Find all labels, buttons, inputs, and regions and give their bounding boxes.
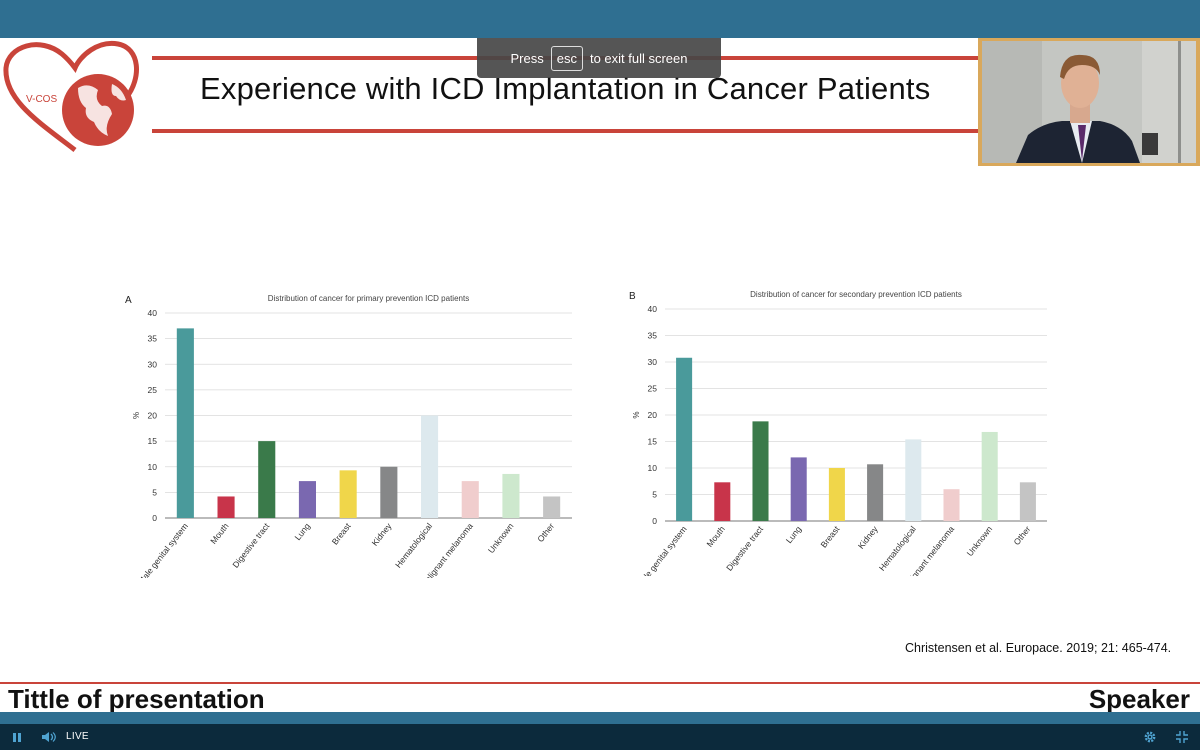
y-tick-label: 40 [148,308,158,318]
speaker-video[interactable] [978,38,1200,166]
bar-kidney [867,464,884,521]
bar-other [1019,482,1036,521]
progress-strip [0,712,1200,724]
bar-unknown [981,431,998,521]
volume-button[interactable] [38,724,60,750]
x-tick-label: Hematological [393,521,434,570]
x-tick-label: Breast [818,524,841,550]
live-label: LIVE [66,731,89,742]
y-tick-label: 15 [648,437,658,447]
y-tick-label: 5 [652,490,657,500]
chart-primary-prevention: A Distribution of cancer for primary prev… [125,294,572,578]
bar-male-genital-system [676,357,693,521]
exit-fullscreen-icon [1176,731,1188,743]
v-cos-logo: V-COS [3,40,139,152]
x-tick-label: Unknown [486,521,516,555]
bar-other [543,496,561,518]
bar-hematological [905,439,922,521]
bar-hematological [421,415,439,518]
bar-lung [298,481,316,518]
speaker-silhouette [982,41,1196,163]
y-tick-label: 40 [648,304,658,314]
x-tick-label: Hematological [877,524,918,573]
bar-male-genital-system [176,328,194,518]
x-tick-label: Breast [330,521,353,547]
y-tick-label: 30 [148,359,158,369]
x-tick-label: Male genital system [136,521,190,578]
x-tick-label: Digestive tract [230,521,271,570]
y-tick-label: 15 [148,436,158,446]
banner-press: Press [510,50,544,66]
chart-panel-label: A [125,295,132,306]
speaker-video-frame [982,41,1196,163]
x-tick-label: Other [1012,524,1033,547]
settings-button[interactable] [1140,724,1160,750]
y-axis-label: % [131,412,140,419]
speaker-label: Speaker [1088,684,1190,714]
x-tick-label: Male genital system [635,524,689,576]
chart-panel-label: B [629,291,636,302]
exit-fullscreen-button[interactable] [1172,724,1192,750]
y-axis-label: % [631,411,640,418]
y-tick-label: 0 [652,516,657,526]
y-tick-label: 10 [648,463,658,473]
y-tick-label: 25 [148,385,158,395]
y-tick-label: 35 [148,334,158,344]
x-tick-label: Unknown [965,524,995,558]
bar-malignant-melanoma [461,481,479,518]
bar-malignant-melanoma [943,489,960,521]
x-tick-label: Other [535,521,556,544]
esc-key[interactable]: esc [550,45,583,71]
footer-rule [0,682,1200,684]
bar-breast [828,468,845,521]
x-tick-label: Mouth [704,524,727,549]
chart-title: Distribution of cancer for primary preve… [268,294,469,303]
citation: Christensen et al. Europace. 2019; 21: 4… [905,641,1172,655]
top-bar [0,0,1200,38]
bar-kidney [380,466,398,518]
y-tick-label: 35 [648,331,658,341]
x-tick-label: Digestive tract [724,524,765,573]
title-rule-bottom [152,129,978,133]
gear-icon [1144,731,1156,743]
x-tick-label: Kidney [370,520,394,547]
pause-icon [13,732,21,742]
x-tick-label: Mouth [208,521,231,546]
bar-digestive-tract [752,421,769,521]
y-tick-label: 5 [152,487,157,497]
y-tick-label: 10 [148,462,158,472]
x-tick-label: Lung [292,521,312,542]
player-controls: LIVE [0,724,1200,750]
bar-unknown [502,473,520,518]
y-tick-label: 30 [648,357,658,367]
x-tick-label: Kidney [856,523,880,550]
y-tick-label: 25 [648,384,658,394]
presentation-title: Tittle of presentation [8,684,265,714]
bar-breast [339,470,357,518]
x-tick-label: Lung [784,524,804,545]
y-tick-label: 20 [148,411,158,421]
y-tick-label: 20 [648,410,658,420]
y-tick-label: 0 [152,513,157,523]
bar-mouth [714,482,731,521]
chart-title: Distribution of cancer for secondary pre… [750,290,962,299]
chart-secondary-prevention: B Distribution of cancer for secondary pr… [629,290,1047,576]
volume-icon [42,732,56,742]
logo-text: V-COS [26,94,57,105]
bar-digestive-tract [258,441,276,518]
bar-mouth [217,496,235,518]
fullscreen-banner: Press esc to exit full screen [477,38,721,78]
bar-lung [790,457,807,521]
pause-button[interactable] [8,724,26,750]
banner-rest: to exit full screen [589,50,688,66]
